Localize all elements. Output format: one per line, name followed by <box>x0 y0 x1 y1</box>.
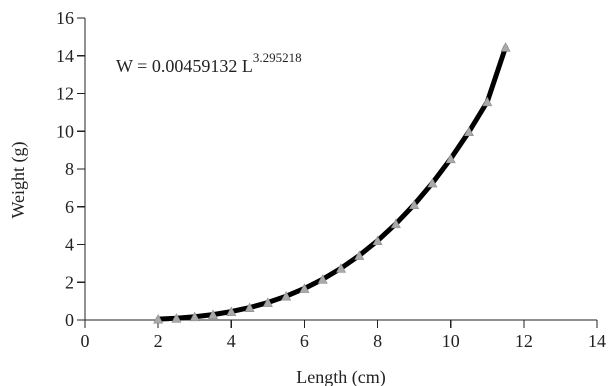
x-tick-label: 12 <box>515 331 533 351</box>
data-point-marker <box>299 283 310 293</box>
data-point-marker <box>153 314 164 324</box>
fit-curve-group <box>155 44 509 322</box>
x-tick-label: 14 <box>588 331 606 351</box>
y-tick-label: 0 <box>65 310 74 330</box>
equation-label: W = 0.00459132 L3.295218 <box>116 50 302 76</box>
data-point-marker <box>390 218 401 229</box>
y-tick-label: 16 <box>56 8 74 28</box>
x-tick-label: 10 <box>442 331 460 351</box>
y-axis-label: Weight (g) <box>8 141 29 218</box>
x-tick-label: 2 <box>154 331 163 351</box>
data-point-marker <box>354 250 365 260</box>
data-markers-group <box>153 42 511 324</box>
y-tick-label: 4 <box>65 235 74 255</box>
data-point-marker <box>226 306 237 316</box>
x-tick-label: 6 <box>300 331 309 351</box>
axes: 0 2 4 6 8 10 12 14 0 2 4 6 8 10 12 14 16 <box>56 8 606 351</box>
y-tick-label: 2 <box>65 272 74 292</box>
data-point-marker <box>427 177 438 188</box>
data-point-marker <box>336 263 346 273</box>
x-tick-label: 0 <box>81 331 90 351</box>
data-point-marker <box>262 297 273 307</box>
y-tick-label: 10 <box>56 121 74 141</box>
y-tick-label: 12 <box>56 84 74 104</box>
data-point-marker <box>317 274 328 284</box>
data-point-marker <box>500 42 511 52</box>
data-point-marker <box>244 302 255 312</box>
equation-base: W = 0.00459132 L <box>116 56 253 76</box>
data-point-marker <box>171 313 182 323</box>
data-point-marker <box>409 199 420 209</box>
data-point-marker <box>482 96 493 107</box>
data-point-marker <box>189 311 200 322</box>
data-point-marker <box>445 153 456 164</box>
y-tick-label: 6 <box>65 197 74 217</box>
data-point-marker <box>281 291 292 301</box>
data-point-marker <box>464 126 474 137</box>
y-tick-label: 14 <box>56 46 74 66</box>
data-point-marker <box>372 235 383 246</box>
y-tick-label: 8 <box>65 159 74 179</box>
x-tick-label: 8 <box>373 331 382 351</box>
equation-exponent: 3.295218 <box>253 50 302 65</box>
data-point-marker <box>208 309 218 319</box>
x-axis-label: Length (cm) <box>296 367 385 386</box>
fit-curve <box>155 44 509 322</box>
x-tick-label: 4 <box>227 331 236 351</box>
